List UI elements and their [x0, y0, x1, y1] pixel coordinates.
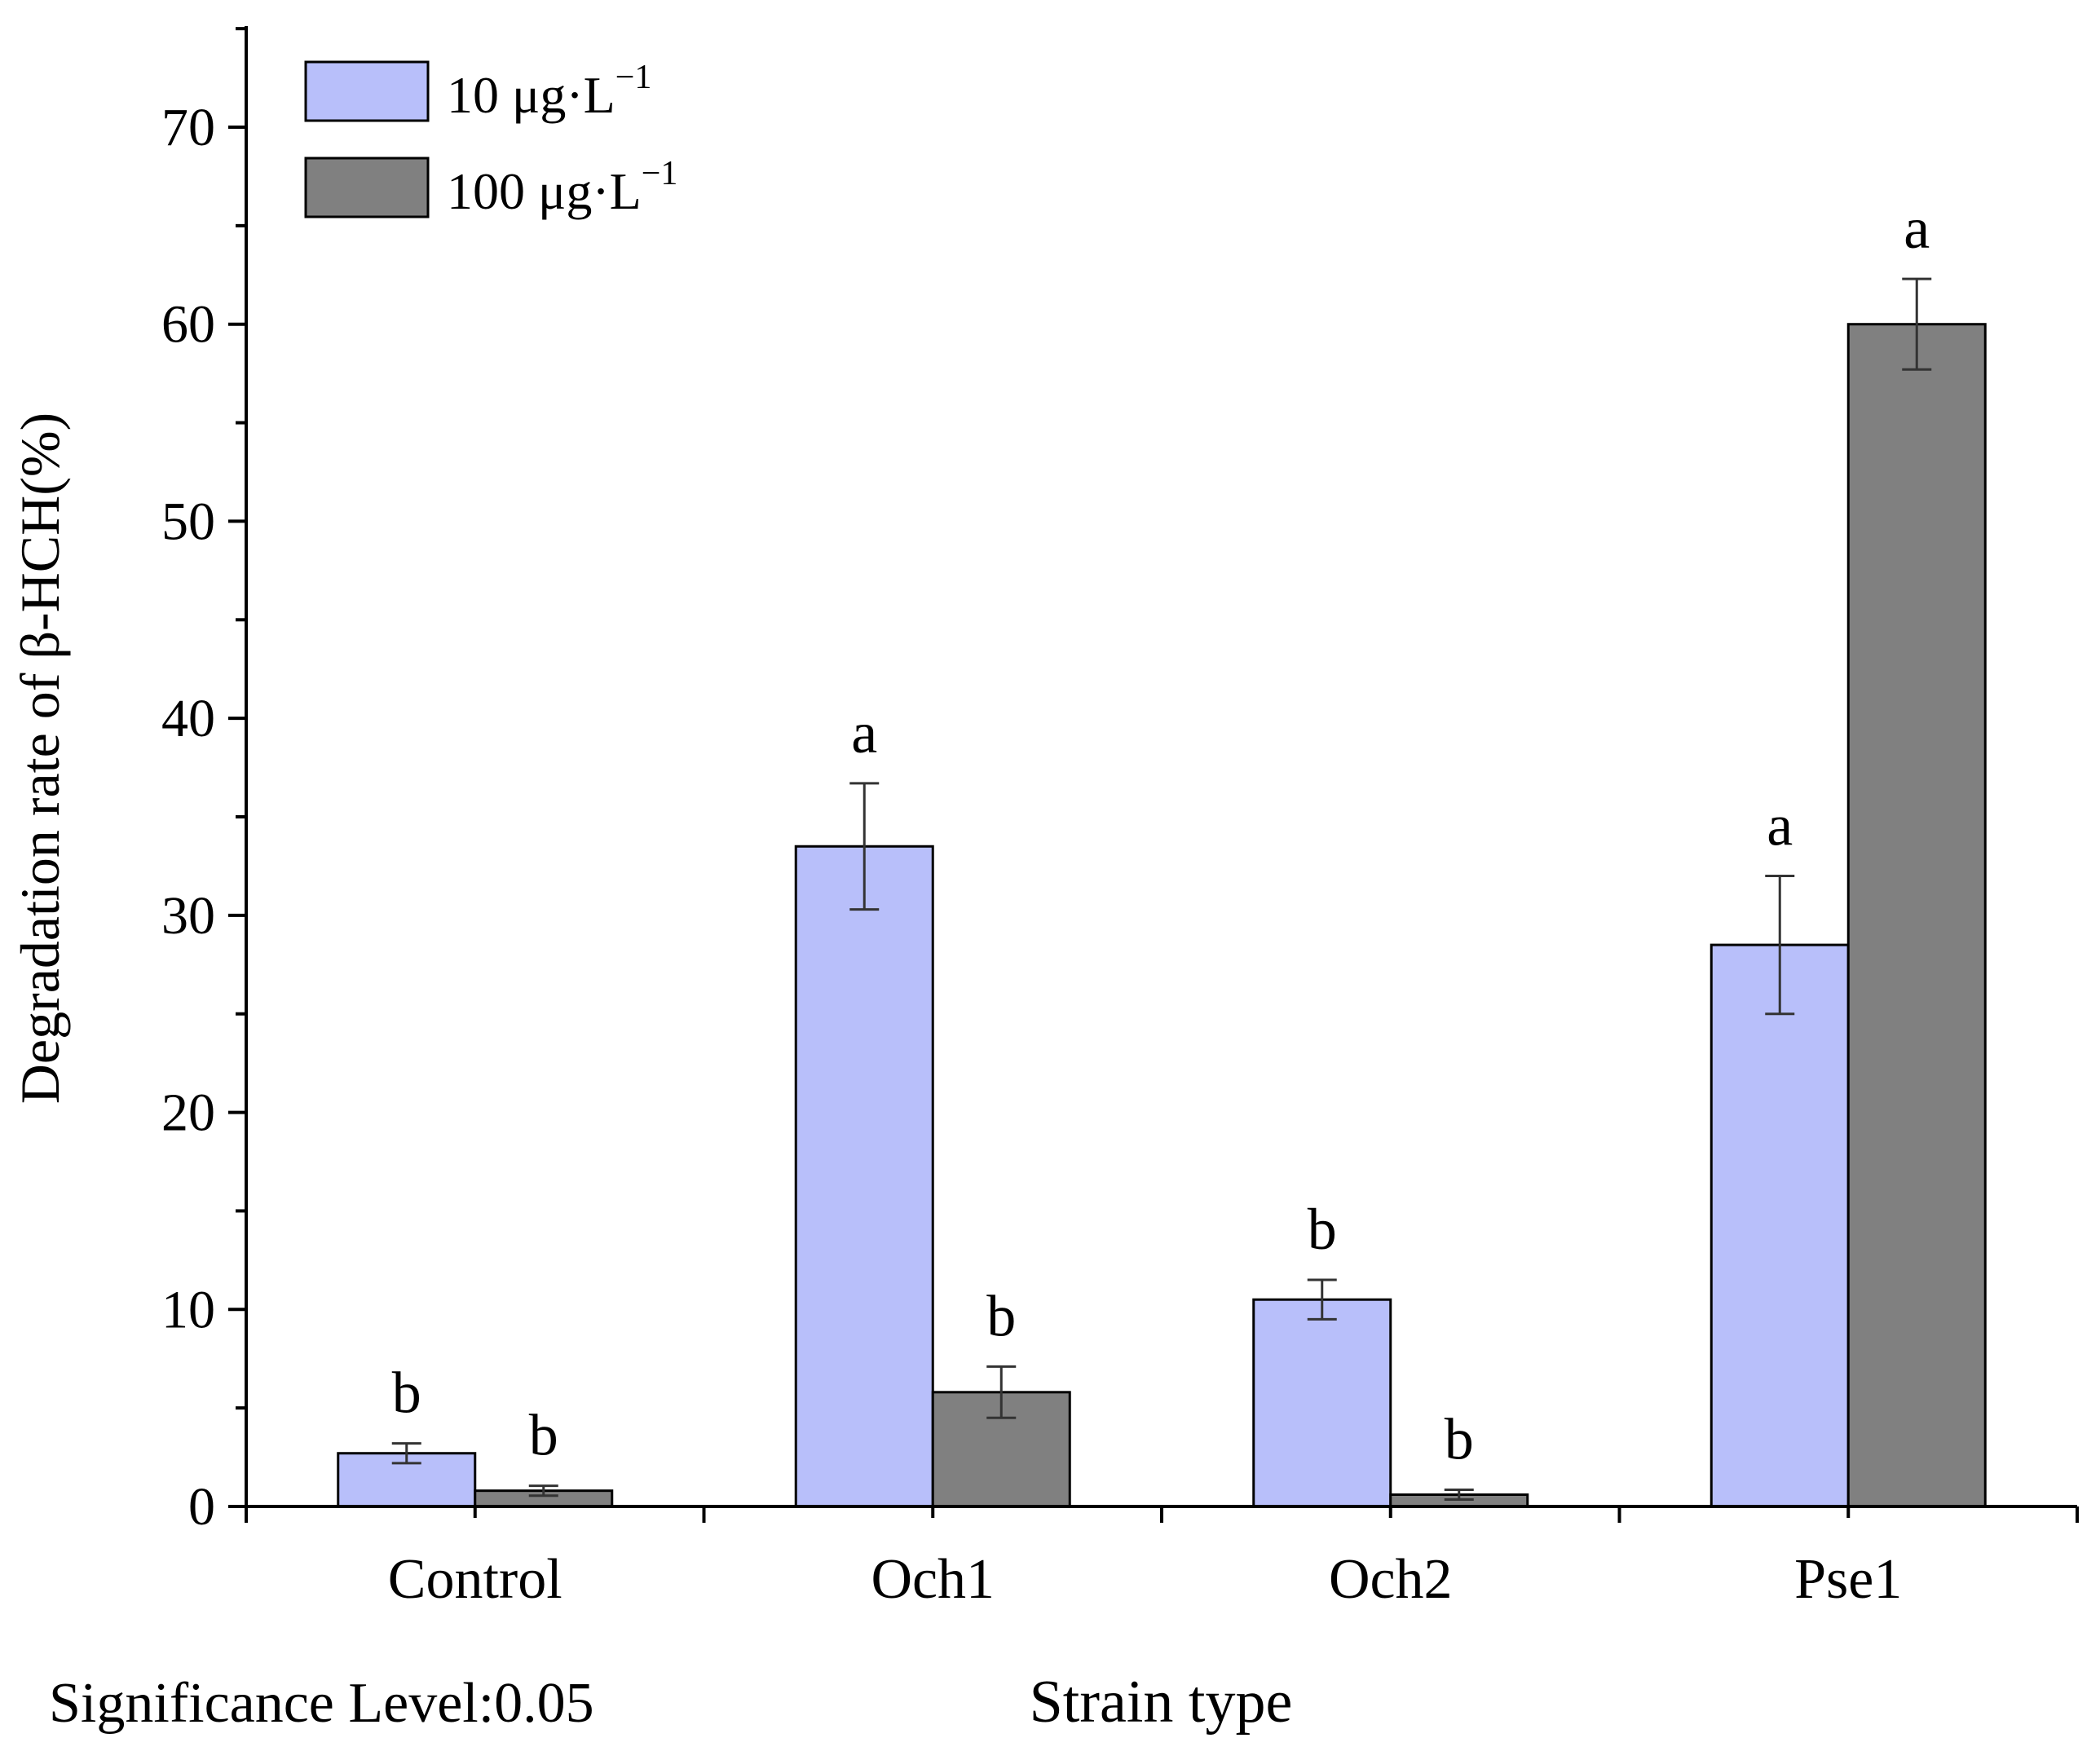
legend-label-10: 10 μg·L−1	[447, 59, 651, 124]
y-tick-label: 40	[161, 689, 215, 748]
significance-letter: a	[851, 700, 877, 765]
y-tick-label: 60	[161, 295, 215, 355]
bar-10ug	[794, 845, 934, 1508]
x-tick-label: Pse1	[1794, 1548, 1902, 1611]
legend-swatch-10	[304, 60, 430, 122]
significance-letter: b	[1308, 1197, 1337, 1262]
significance-letter: b	[986, 1283, 1016, 1348]
y-tick-label: 70	[161, 98, 215, 157]
x-tick-label: Och1	[871, 1548, 995, 1611]
significance-letter: b	[392, 1361, 421, 1426]
bar-100ug	[1846, 323, 1987, 1508]
legend-label-100-sup: −1	[642, 155, 678, 192]
significance-letter: b	[529, 1403, 558, 1468]
bar-10ug	[1252, 1298, 1392, 1508]
legend-label-100: 100 μg·L−1	[447, 155, 677, 220]
y-axis-title: Degradation rate of β-HCH(%)	[9, 412, 71, 1104]
significance-letter: b	[1445, 1406, 1474, 1471]
plot-area: b a b a b b b a	[337, 196, 1987, 1508]
y-tick-label: 20	[161, 1083, 215, 1143]
legend-label-10-sup: −1	[615, 59, 652, 96]
significance-letter: a	[1767, 793, 1793, 858]
y-tick-label: 10	[161, 1280, 215, 1339]
legend-swatch-100	[304, 157, 430, 218]
legend-label-10-text: 10 μg·L	[447, 66, 615, 124]
significance-letter: a	[1904, 196, 1930, 261]
x-tick-label: Control	[388, 1548, 562, 1611]
bar-10ug	[1710, 943, 1850, 1508]
y-tick-label: 0	[188, 1477, 215, 1537]
y-tick-label: 50	[161, 492, 215, 551]
legend-label-100-text: 100 μg·L	[447, 162, 642, 220]
significance-footnote: Significance Level:0.05	[49, 1672, 594, 1735]
x-tick-label: Och2	[1329, 1548, 1453, 1611]
y-tick-label: 30	[161, 886, 215, 946]
axes: 0 10 20 30 40 50 60 70 Control Och1 Och2 Pse1	[161, 26, 2079, 1611]
x-axis-title: Strain type	[1030, 1669, 1293, 1736]
legend: 10 μg·L−1 100 μg·L−1	[304, 59, 677, 220]
